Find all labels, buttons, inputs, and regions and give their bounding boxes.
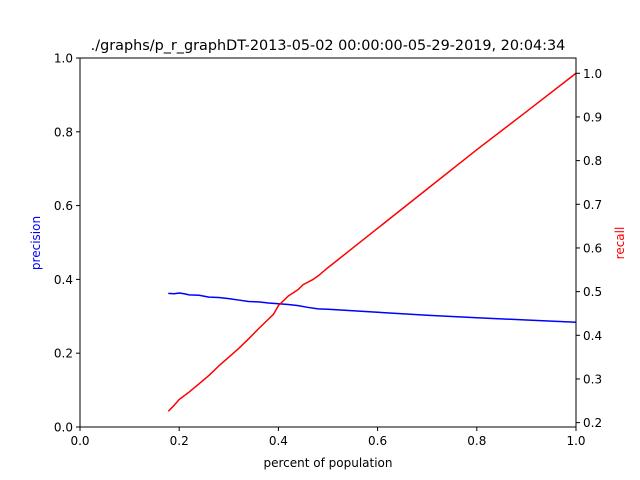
- right-y-tick-label: 0.2: [583, 416, 602, 430]
- right-y-tick-label: 0.9: [583, 110, 602, 124]
- left-y-tick-label: 0.8: [54, 125, 73, 139]
- precision-series-line: [168, 292, 577, 323]
- x-tick-label: 0.6: [368, 434, 387, 448]
- right-y-tick-label: 0.4: [583, 329, 602, 343]
- right-y-tick-label: 1.0: [583, 67, 602, 81]
- left-y-tick-label: 1.0: [54, 52, 73, 66]
- left-y-axis-ticks: 0.0 0.2 0.4 0.6 0.8 1.0: [54, 52, 80, 435]
- right-y-tick-label: 0.6: [583, 241, 602, 255]
- left-y-tick-label: 0.2: [54, 347, 73, 361]
- right-y-tick-label: 0.5: [583, 285, 602, 299]
- left-y-tick-label: 0.4: [54, 273, 73, 287]
- right-y-tick-label: 0.3: [583, 372, 602, 386]
- left-y-tick-label: 0.6: [54, 199, 73, 213]
- chart-title: ./graphs/p_r_graphDT-2013-05-02 00:00:00…: [91, 38, 566, 54]
- right-y-tick-label: 0.7: [583, 198, 602, 212]
- right-y-axis-label: recall: [613, 227, 627, 260]
- x-axis-ticks: 0.0 0.2 0.4 0.6 0.8 1.0: [70, 427, 586, 448]
- right-y-tick-label: 0.8: [583, 154, 602, 168]
- x-tick-label: 0.8: [467, 434, 486, 448]
- left-y-axis-label: precision: [29, 216, 43, 270]
- left-y-tick-label: 0.0: [54, 421, 73, 435]
- x-axis-label: percent of population: [263, 456, 392, 470]
- x-tick-label: 0.0: [70, 434, 89, 448]
- x-tick-label: 1.0: [566, 434, 585, 448]
- x-tick-label: 0.2: [170, 434, 189, 448]
- plot-frame: [79, 57, 577, 428]
- plot-lines: [167, 72, 577, 412]
- right-y-axis-ticks: 0.2 0.3 0.4 0.5 0.6 0.7 0.8 0.9 1.0: [576, 67, 602, 430]
- recall-series-line: [167, 72, 577, 412]
- x-tick-label: 0.4: [269, 434, 288, 448]
